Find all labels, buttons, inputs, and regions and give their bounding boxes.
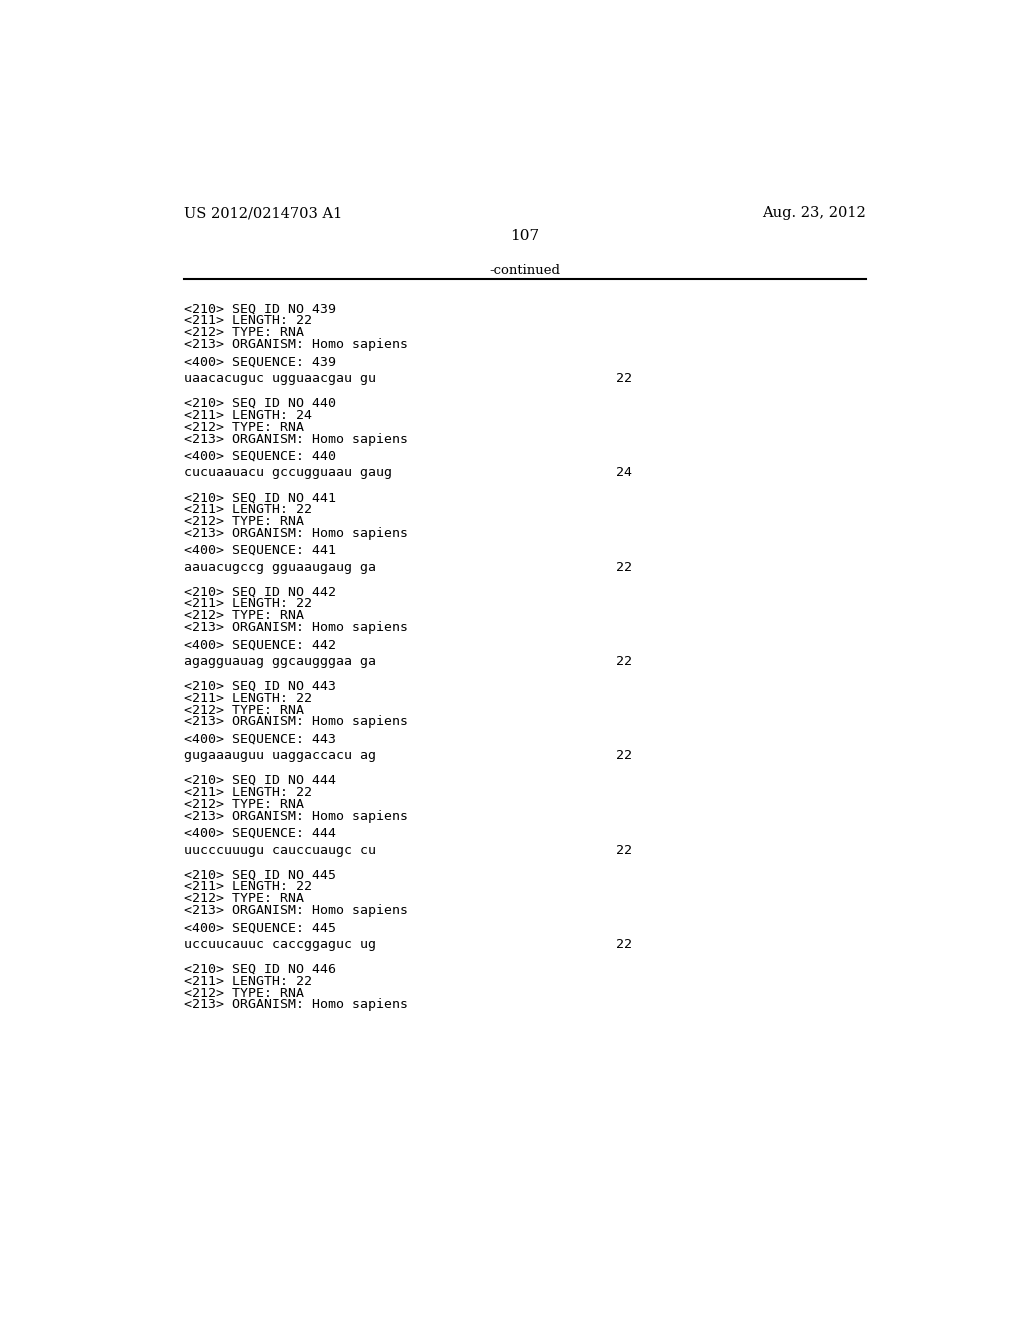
Text: 22: 22 [616, 372, 632, 385]
Text: cucuaauacu gccugguaau gaug: cucuaauacu gccugguaau gaug [183, 466, 392, 479]
Text: <213> ORGANISM: Homo sapiens: <213> ORGANISM: Homo sapiens [183, 810, 408, 822]
Text: <400> SEQUENCE: 443: <400> SEQUENCE: 443 [183, 733, 336, 746]
Text: <210> SEQ ID NO 442: <210> SEQ ID NO 442 [183, 585, 336, 598]
Text: -continued: -continued [489, 264, 560, 277]
Text: <400> SEQUENCE: 440: <400> SEQUENCE: 440 [183, 449, 336, 462]
Text: <400> SEQUENCE: 441: <400> SEQUENCE: 441 [183, 544, 336, 557]
Text: 22: 22 [616, 750, 632, 763]
Text: 22: 22 [616, 939, 632, 950]
Text: <212> TYPE: RNA: <212> TYPE: RNA [183, 326, 304, 339]
Text: <400> SEQUENCE: 444: <400> SEQUENCE: 444 [183, 826, 336, 840]
Text: uccuucauuc caccggaguc ug: uccuucauuc caccggaguc ug [183, 939, 376, 950]
Text: <400> SEQUENCE: 439: <400> SEQUENCE: 439 [183, 355, 336, 368]
Text: <213> ORGANISM: Homo sapiens: <213> ORGANISM: Homo sapiens [183, 338, 408, 351]
Text: <213> ORGANISM: Homo sapiens: <213> ORGANISM: Homo sapiens [183, 998, 408, 1011]
Text: agagguauag ggcaugggaa ga: agagguauag ggcaugggaa ga [183, 655, 376, 668]
Text: <213> ORGANISM: Homo sapiens: <213> ORGANISM: Homo sapiens [183, 715, 408, 729]
Text: gugaaauguu uaggaccacu ag: gugaaauguu uaggaccacu ag [183, 750, 376, 763]
Text: <210> SEQ ID NO 441: <210> SEQ ID NO 441 [183, 491, 336, 504]
Text: <212> TYPE: RNA: <212> TYPE: RNA [183, 797, 304, 810]
Text: uucccuuugu cauccuaugc cu: uucccuuugu cauccuaugc cu [183, 843, 376, 857]
Text: <212> TYPE: RNA: <212> TYPE: RNA [183, 610, 304, 622]
Text: <213> ORGANISM: Homo sapiens: <213> ORGANISM: Homo sapiens [183, 622, 408, 634]
Text: <211> LENGTH: 22: <211> LENGTH: 22 [183, 692, 311, 705]
Text: uaacacuguc ugguaacgau gu: uaacacuguc ugguaacgau gu [183, 372, 376, 385]
Text: <211> LENGTH: 22: <211> LENGTH: 22 [183, 503, 311, 516]
Text: 22: 22 [616, 561, 632, 574]
Text: <213> ORGANISM: Homo sapiens: <213> ORGANISM: Homo sapiens [183, 904, 408, 917]
Text: <211> LENGTH: 24: <211> LENGTH: 24 [183, 409, 311, 421]
Text: <213> ORGANISM: Homo sapiens: <213> ORGANISM: Homo sapiens [183, 527, 408, 540]
Text: <212> TYPE: RNA: <212> TYPE: RNA [183, 421, 304, 433]
Text: <211> LENGTH: 22: <211> LENGTH: 22 [183, 974, 311, 987]
Text: <210> SEQ ID NO 445: <210> SEQ ID NO 445 [183, 869, 336, 882]
Text: <212> TYPE: RNA: <212> TYPE: RNA [183, 515, 304, 528]
Text: <211> LENGTH: 22: <211> LENGTH: 22 [183, 880, 311, 894]
Text: 22: 22 [616, 843, 632, 857]
Text: <400> SEQUENCE: 445: <400> SEQUENCE: 445 [183, 921, 336, 935]
Text: <210> SEQ ID NO 444: <210> SEQ ID NO 444 [183, 774, 336, 787]
Text: <210> SEQ ID NO 440: <210> SEQ ID NO 440 [183, 397, 336, 409]
Text: <212> TYPE: RNA: <212> TYPE: RNA [183, 892, 304, 906]
Text: <211> LENGTH: 22: <211> LENGTH: 22 [183, 314, 311, 327]
Text: 107: 107 [510, 230, 540, 243]
Text: <210> SEQ ID NO 446: <210> SEQ ID NO 446 [183, 962, 336, 975]
Text: <210> SEQ ID NO 443: <210> SEQ ID NO 443 [183, 680, 336, 693]
Text: US 2012/0214703 A1: US 2012/0214703 A1 [183, 206, 342, 220]
Text: aauacugccg gguaaugaug ga: aauacugccg gguaaugaug ga [183, 561, 376, 574]
Text: <400> SEQUENCE: 442: <400> SEQUENCE: 442 [183, 638, 336, 651]
Text: <211> LENGTH: 22: <211> LENGTH: 22 [183, 598, 311, 610]
Text: 22: 22 [616, 655, 632, 668]
Text: <212> TYPE: RNA: <212> TYPE: RNA [183, 986, 304, 999]
Text: <211> LENGTH: 22: <211> LENGTH: 22 [183, 785, 311, 799]
Text: <213> ORGANISM: Homo sapiens: <213> ORGANISM: Homo sapiens [183, 433, 408, 446]
Text: Aug. 23, 2012: Aug. 23, 2012 [762, 206, 866, 220]
Text: <212> TYPE: RNA: <212> TYPE: RNA [183, 704, 304, 717]
Text: 24: 24 [616, 466, 632, 479]
Text: <210> SEQ ID NO 439: <210> SEQ ID NO 439 [183, 302, 336, 315]
